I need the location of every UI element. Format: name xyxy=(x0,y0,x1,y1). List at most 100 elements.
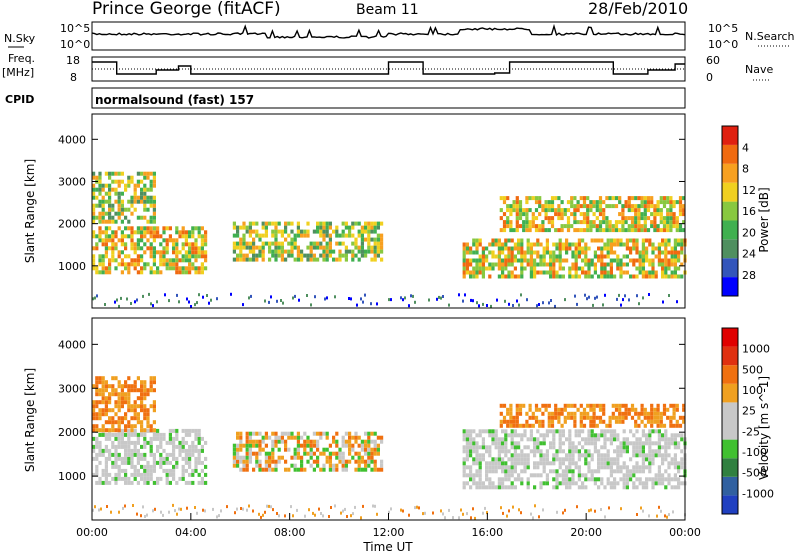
power-cell xyxy=(296,253,300,258)
power-cell xyxy=(462,270,466,275)
power-cell xyxy=(245,257,249,262)
power-scatter-cell xyxy=(190,305,192,308)
velocity-cell xyxy=(638,469,642,474)
power-cell xyxy=(284,249,288,254)
velocity-cell xyxy=(650,419,654,424)
power-cell xyxy=(673,266,677,271)
power-cell xyxy=(664,258,668,263)
power-cell xyxy=(491,238,495,243)
power-cell xyxy=(677,238,681,243)
velocity-cell xyxy=(509,411,513,416)
velocity-cell xyxy=(271,455,275,460)
velocity-cell xyxy=(108,400,112,405)
power-cell xyxy=(560,208,564,213)
velocity-cell xyxy=(338,455,342,460)
power-cell xyxy=(325,257,329,262)
velocity-cell xyxy=(600,429,604,434)
power-cell xyxy=(526,246,530,251)
velocity-cell xyxy=(653,415,657,420)
velocity-cell xyxy=(504,473,508,478)
power-cell xyxy=(520,242,524,247)
power-cell xyxy=(469,274,473,279)
power-cell xyxy=(120,219,124,224)
power-cell xyxy=(258,253,262,258)
power-cell xyxy=(589,220,593,225)
velocity-cell xyxy=(512,419,516,424)
velocity-cell xyxy=(584,461,588,466)
velocity-cell xyxy=(606,437,610,442)
power-cell xyxy=(335,225,339,230)
power-cell xyxy=(338,233,342,238)
velocity-cell xyxy=(114,464,118,469)
power-cell xyxy=(520,274,524,279)
power-cell xyxy=(672,204,676,209)
power-cell xyxy=(603,270,607,275)
velocity-cell xyxy=(547,423,551,428)
power-cell xyxy=(316,221,320,226)
power-cell xyxy=(274,221,278,226)
velocity-scatter-cell xyxy=(352,512,354,516)
power-cell xyxy=(364,225,368,230)
velocity-cell xyxy=(181,468,185,473)
power-cell xyxy=(370,237,374,242)
power-cell xyxy=(622,270,626,275)
velocity-cell xyxy=(194,456,198,461)
velocity-cell xyxy=(133,464,137,469)
power-cell xyxy=(239,241,243,246)
velocity-cell xyxy=(127,428,131,433)
velocity-cell xyxy=(258,459,262,464)
power-cell xyxy=(140,266,144,271)
power-cell xyxy=(236,233,240,238)
velocity-cell xyxy=(557,407,561,412)
power-cell xyxy=(616,266,620,271)
power-scatter-cell xyxy=(134,300,136,304)
power-cell xyxy=(669,220,673,225)
velocity-cell xyxy=(303,443,307,448)
power-cell xyxy=(619,262,623,267)
power-cell xyxy=(357,233,361,238)
velocity-cell xyxy=(178,444,182,449)
power-cell xyxy=(613,250,617,255)
power-cell xyxy=(557,208,561,213)
velocity-cell xyxy=(621,411,625,416)
power-cell xyxy=(497,246,501,251)
velocity-cell xyxy=(319,467,323,472)
power-cell xyxy=(481,258,485,263)
power-cell xyxy=(191,262,195,267)
power-cell xyxy=(475,274,479,279)
velocity-cell xyxy=(296,455,300,460)
power-cell xyxy=(563,208,567,213)
power-cell xyxy=(645,246,649,251)
power-cell xyxy=(373,245,377,250)
power-cell xyxy=(542,262,546,267)
velocity-cell xyxy=(111,452,115,457)
power-cell xyxy=(634,196,638,201)
velocity-cell xyxy=(284,439,288,444)
velocity-cell xyxy=(549,429,553,434)
power-cell xyxy=(662,224,667,229)
power-cell xyxy=(140,195,144,200)
power-cell xyxy=(558,266,562,271)
velocity-cell xyxy=(646,411,651,416)
velocity-cell xyxy=(485,449,489,454)
velocity-cell xyxy=(370,455,374,460)
power-cell xyxy=(200,270,204,275)
velocity-scatter-cell xyxy=(334,504,336,508)
power-cell xyxy=(149,234,153,239)
power-cell xyxy=(328,221,332,226)
velocity-cell xyxy=(264,435,268,440)
velocity-cell xyxy=(613,429,617,434)
velocity-cell xyxy=(666,415,670,420)
date-label: 28/Feb/2010 xyxy=(588,0,688,18)
power-cell xyxy=(677,274,681,279)
power-cell xyxy=(659,196,663,201)
velocity-cell xyxy=(669,415,673,420)
velocity-scatter-cell xyxy=(508,509,510,513)
power-cell xyxy=(651,250,655,255)
power-cell xyxy=(111,238,115,243)
velocity-cell xyxy=(296,451,300,456)
power-cell xyxy=(98,215,102,220)
velocity-cell xyxy=(501,445,505,450)
velocity-cell xyxy=(622,481,626,486)
power-scatter-cell xyxy=(518,303,520,307)
